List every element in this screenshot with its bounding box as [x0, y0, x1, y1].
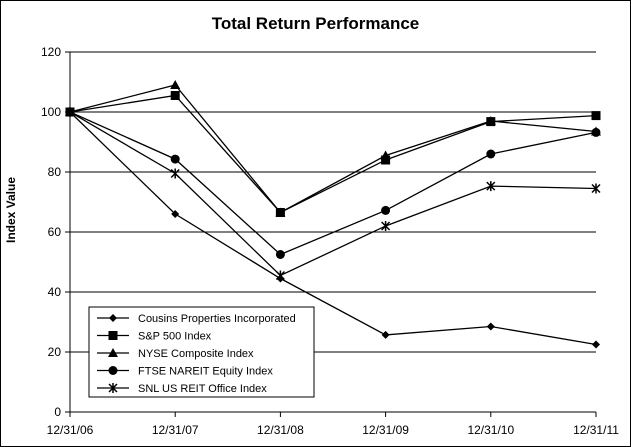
data-point: [591, 183, 601, 194]
y-tick-label: 0: [54, 405, 61, 419]
data-point: [591, 111, 601, 121]
series-4: [65, 107, 601, 259]
data-point: [486, 322, 495, 331]
data-point: [275, 207, 286, 217]
series-line: [69, 111, 597, 277]
y-tick-label: 60: [48, 225, 62, 239]
data-point: [170, 91, 180, 100]
data-point: [591, 127, 601, 137]
legend-item: NYSE Composite Index: [97, 348, 254, 360]
series-lines: [65, 80, 601, 349]
legend-label: FTSE NAREIT Equity Index: [138, 366, 273, 378]
data-point: [275, 270, 285, 281]
legend-label: S&P 500 Index: [138, 331, 212, 343]
legend-label: NYSE Composite Index: [138, 348, 254, 360]
y-tick-labels: 0 20 40 60 80 100 120: [41, 45, 61, 419]
x-tick-label: 12/31/09: [362, 423, 409, 437]
legend-box: [88, 306, 315, 398]
data-point: [170, 80, 181, 89]
x-tick-label: 12/31/11: [573, 423, 619, 437]
series-line: [69, 111, 597, 256]
data-point: [381, 221, 391, 231]
data-point: [275, 250, 285, 259]
legend-label: SNL US REIT Office Index: [138, 383, 267, 395]
data-point: [170, 154, 180, 164]
legend-item: SNL US REIT Office Index: [97, 383, 267, 395]
legend-label: Cousins Properties Incorporated: [138, 313, 296, 325]
x-tick-label: 12/31/07: [152, 423, 199, 437]
data-point: [592, 340, 600, 349]
series-2: [65, 91, 601, 217]
legend-item: Cousins Properties Incorporated: [97, 313, 296, 325]
legend-item: S&P 500 Index: [97, 331, 212, 343]
data-point: [485, 116, 496, 125]
chart-title: Total Return Performance: [211, 14, 420, 33]
y-tick-label: 120: [41, 45, 61, 59]
legend-item: FTSE NAREIT Equity Index: [97, 366, 273, 378]
data-point: [65, 107, 75, 117]
data-point: [380, 150, 391, 160]
x-tick-label: 12/31/08: [257, 423, 304, 437]
legend: Cousins Properties Incorporated S&P 500 I…: [88, 306, 315, 398]
data-point: [381, 155, 391, 165]
data-point: [170, 168, 180, 179]
y-tick-label: 100: [41, 105, 61, 119]
x-tick-labels: 12/31/06 12/31/07 12/31/08 12/31/09 12/31/10…: [47, 423, 620, 437]
data-point: [171, 210, 180, 218]
axes: [65, 51, 597, 417]
data-point: [381, 205, 391, 215]
series-line: [69, 84, 597, 214]
x-tick-label: 12/31/06: [47, 423, 94, 437]
series-line: [69, 111, 597, 346]
x-tick-label: 12/31/10: [467, 423, 514, 437]
data-point: [486, 181, 496, 192]
series-5: [65, 107, 601, 281]
y-tick-label: 20: [48, 345, 62, 359]
series-line: [69, 94, 597, 214]
y-tick-label: 80: [48, 165, 62, 179]
data-point: [486, 149, 496, 159]
data-point: [381, 330, 390, 339]
y-tick-label: 40: [48, 285, 62, 299]
